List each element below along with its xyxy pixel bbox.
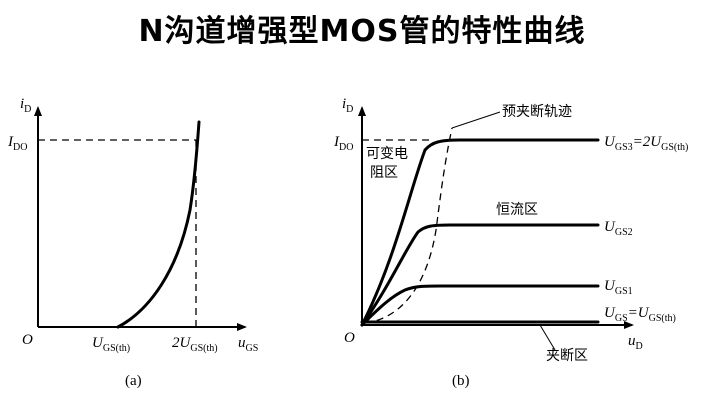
panel-b-x-label: uD xyxy=(628,333,643,352)
panel-a-transfer-curve xyxy=(116,120,201,329)
panel-b-caption: (b) xyxy=(452,373,470,389)
curve-label-ugs-th: UGS=UGS(th) xyxy=(604,305,676,324)
curve-label-ugs1: UGS1 xyxy=(604,278,633,297)
panel-b-y-label: iD xyxy=(342,96,353,115)
curve-label-ugs2: UGS2 xyxy=(604,219,633,238)
panel-b-curve-ugs1 xyxy=(360,284,600,327)
panel-a-uth-tick: UGS(th) xyxy=(92,335,130,354)
panel-a-origin: O xyxy=(22,332,33,348)
panel-b-origin: O xyxy=(344,330,355,346)
panel-a-2uth-tick: 2UGS(th) xyxy=(172,335,218,354)
panel-b-pinch-off-locus xyxy=(364,127,453,324)
panel-a-ido-label: IDO xyxy=(7,134,27,153)
panel-b-ido-label: IDO xyxy=(333,134,353,153)
panel-a-caption: (a) xyxy=(125,373,142,389)
variable-resistance-label-2: 阻区 xyxy=(370,165,398,181)
panel-b-pinch-off-leader xyxy=(451,111,501,129)
panel-b-curve-ugs3 xyxy=(360,138,600,327)
panel-b-cutoff-leader xyxy=(539,324,556,351)
cutoff-region-label: 夹断区 xyxy=(546,348,588,364)
panel-b-curve-ugs2 xyxy=(360,223,600,327)
panel-b-output-characteristic: iD IDO O uD 预夹断轨迹 可变电 阻区 恒流区 夹断区 UGS3=2U… xyxy=(333,96,688,389)
constant-current-label: 恒流区 xyxy=(496,202,538,218)
page-title: N沟道增强型MOS管的特性曲线 xyxy=(138,14,586,49)
panel-a-x-label: uGS xyxy=(238,335,258,354)
curve-label-ugs3: UGS3=2UGS(th) xyxy=(604,134,688,153)
panel-a-transfer-characteristic: iD IDO O UGS(th) 2UGS(th) uGS (a) xyxy=(7,96,258,389)
variable-resistance-label-1: 可变电 xyxy=(366,146,408,162)
panel-a-y-label: iD xyxy=(20,96,31,115)
pinch-off-trace-label: 预夹断轨迹 xyxy=(502,104,572,120)
